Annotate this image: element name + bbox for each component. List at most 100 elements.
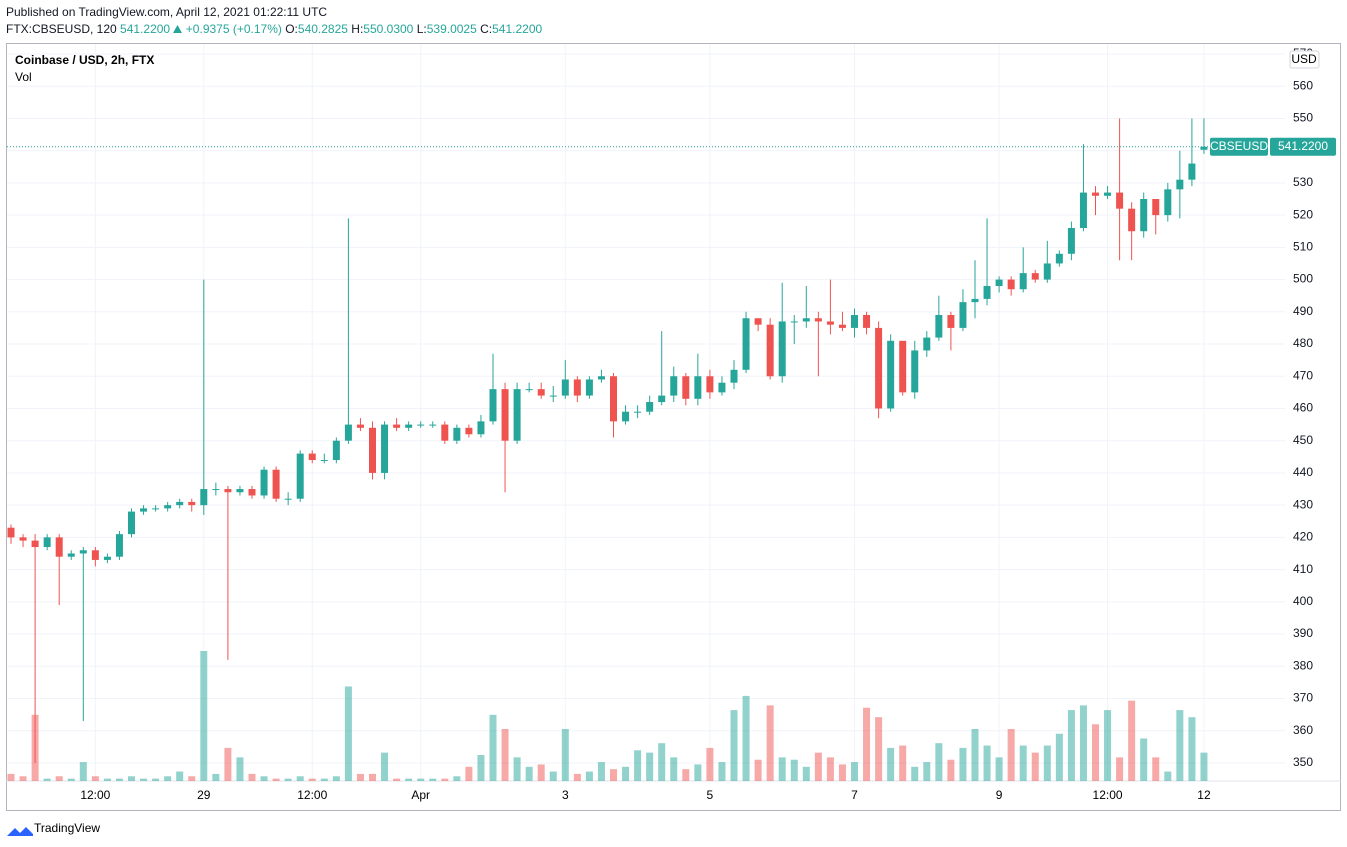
symbol-line: FTX:CBSEUSD, 120 541.2200 +0.9375 (+0.17… — [6, 22, 542, 36]
volume-bar — [658, 743, 666, 781]
candle-body — [501, 389, 509, 441]
candle-body — [67, 553, 75, 557]
volume-bar — [730, 710, 738, 781]
volume-bar — [356, 773, 364, 781]
volume-bar — [525, 766, 533, 781]
volume-bar — [513, 757, 521, 781]
candle-body — [320, 460, 328, 462]
volume-bar — [405, 778, 413, 781]
volume-bar — [1092, 724, 1099, 781]
candle-body — [971, 298, 979, 303]
candle-body — [537, 389, 545, 396]
volume-bar — [393, 778, 401, 781]
candle-body — [140, 508, 148, 512]
volume-bar — [79, 762, 87, 781]
volume-bar — [1176, 710, 1184, 781]
candle-body — [91, 550, 99, 560]
candle-body — [43, 537, 51, 548]
candle-body — [899, 340, 907, 393]
y-tick-label: 400 — [1293, 594, 1313, 608]
candle-body — [983, 286, 991, 299]
symbol-tag-text: CBSEUSD — [1210, 139, 1268, 153]
candle-body — [863, 315, 871, 328]
candle-body — [778, 321, 786, 377]
ohlc-key: O: — [285, 22, 298, 36]
ohlc-value: 539.0025 — [426, 22, 477, 36]
volume-bar — [622, 766, 630, 781]
volume-bar — [296, 776, 304, 781]
volume-bar — [224, 747, 232, 781]
candle-body — [79, 550, 87, 554]
candle-body — [561, 379, 569, 396]
x-tick-label: 12:00 — [80, 788, 110, 802]
y-tick-label: 520 — [1293, 207, 1313, 221]
candle-body — [1007, 279, 1015, 290]
change: +0.9375 (+0.17%) — [185, 22, 282, 36]
x-tick-label: Apr — [411, 788, 430, 802]
volume-bar — [236, 757, 244, 781]
candle-body — [1043, 263, 1051, 280]
candle-body — [875, 327, 883, 409]
candle-body — [393, 424, 401, 428]
volume-bar — [573, 773, 581, 781]
volume-bar — [465, 766, 473, 781]
volume-bar — [887, 747, 895, 781]
volume-bar — [103, 778, 111, 781]
volume-bar — [706, 747, 714, 781]
volume-bar — [875, 717, 883, 781]
published: Published on TradingView.com, April 12, … — [6, 5, 328, 19]
volume-bar — [128, 776, 135, 781]
unit-box — [1289, 50, 1320, 69]
candle-body — [826, 321, 834, 325]
y-tick-label: 550 — [1293, 111, 1313, 125]
volume-bar — [682, 769, 690, 781]
volume-bar — [923, 762, 931, 781]
candle-body — [911, 350, 919, 393]
volume-bar — [55, 776, 63, 781]
candle-body — [814, 318, 822, 322]
candle-body — [718, 382, 726, 393]
volume-bar — [610, 769, 617, 781]
volume-bar — [115, 778, 123, 781]
volume-bar — [911, 766, 919, 781]
price-tag — [1270, 137, 1336, 156]
volume-bar — [453, 776, 461, 781]
candle-body — [597, 376, 605, 380]
candle-body — [441, 424, 449, 441]
volume-bar — [164, 776, 172, 781]
ohlc-key: L: — [416, 22, 427, 36]
y-tick-label: 460 — [1293, 401, 1313, 415]
volume-bar — [1007, 729, 1015, 781]
volume-bar — [344, 686, 352, 781]
volume-bar — [1067, 710, 1075, 781]
volume-bar — [429, 778, 437, 781]
volume-bar — [260, 776, 268, 781]
y-tick-label: 420 — [1293, 530, 1313, 544]
candle-body — [152, 508, 160, 510]
candle-body — [296, 453, 304, 499]
candle-body — [742, 318, 750, 370]
volume-bar — [19, 776, 27, 781]
volume-bar — [585, 771, 593, 781]
x-tick-label: 12:00 — [297, 788, 327, 802]
price-tag-text: 541.2200 — [1278, 139, 1328, 153]
candle-body — [188, 501, 196, 506]
candle-body — [248, 489, 256, 496]
volume-bar — [1116, 757, 1124, 781]
volume-bar — [995, 757, 1003, 781]
candle-body — [236, 489, 244, 493]
candle-body — [1116, 192, 1124, 209]
candle-body — [838, 324, 846, 328]
candle-body — [369, 427, 376, 473]
ohlc-value: 540.2825 — [297, 22, 348, 36]
candle-body — [260, 469, 268, 496]
volume-bar — [1164, 771, 1172, 781]
candle-body — [610, 376, 617, 422]
y-tick-label: 430 — [1293, 497, 1313, 511]
last: 541.2200 — [120, 22, 171, 36]
candle-body — [212, 489, 220, 491]
y-tick-label: 490 — [1293, 304, 1313, 318]
candle-body — [1164, 189, 1172, 216]
